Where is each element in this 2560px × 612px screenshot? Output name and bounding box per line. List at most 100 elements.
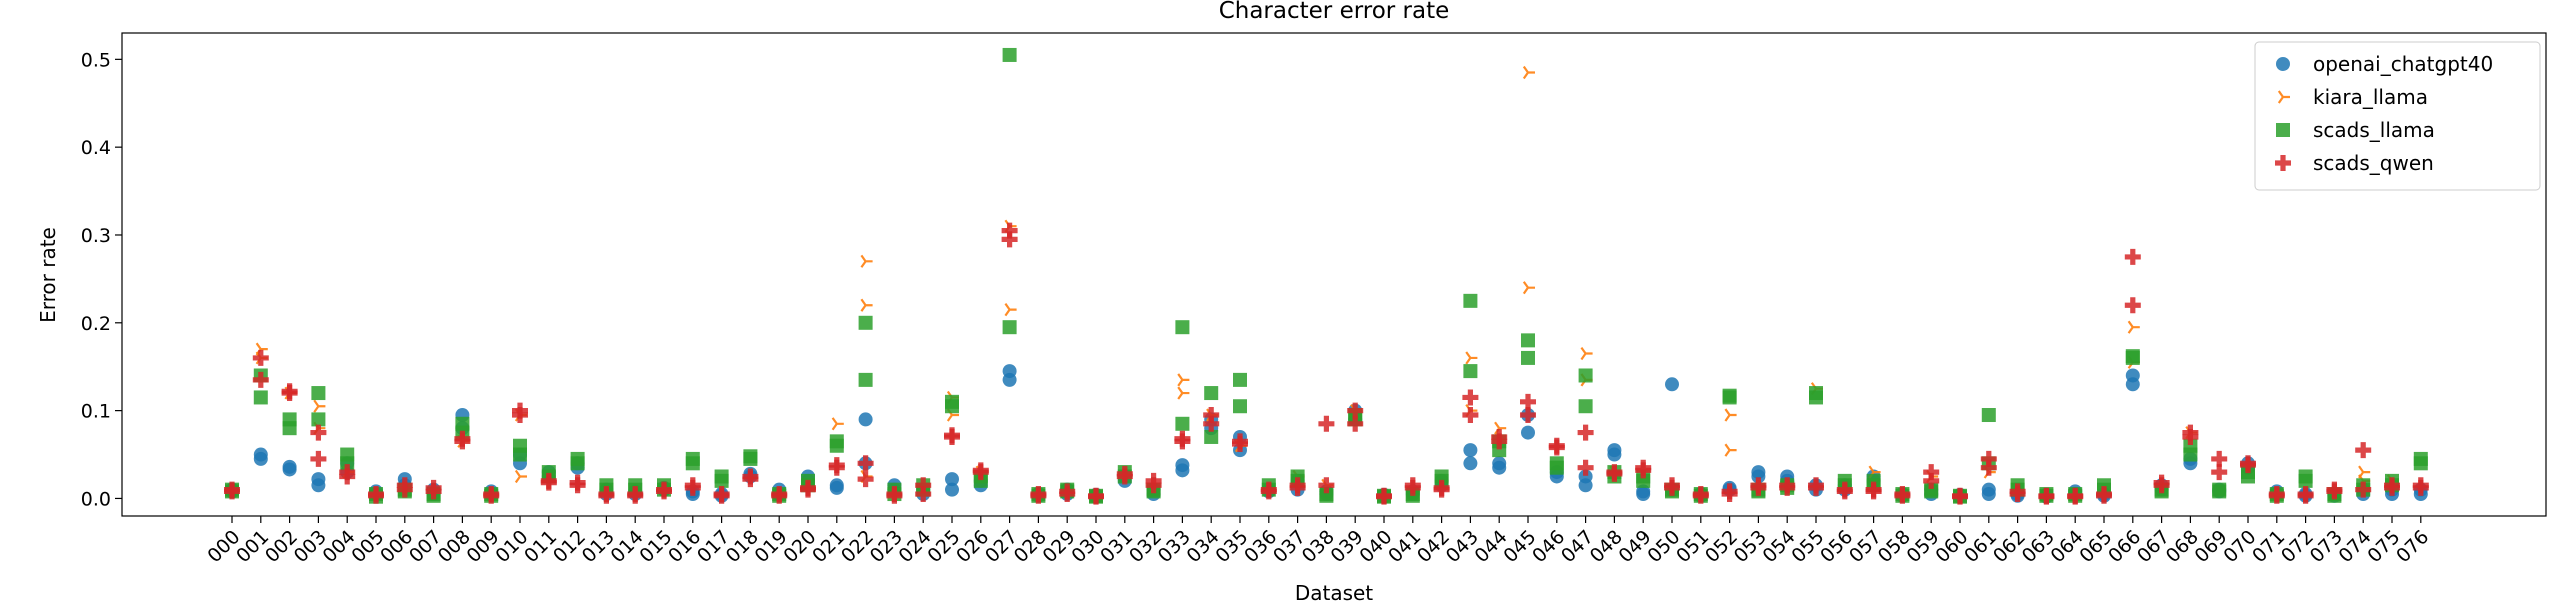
data-point xyxy=(1980,450,1997,467)
data-point xyxy=(540,474,557,491)
data-point xyxy=(1145,477,1162,494)
data-point xyxy=(2127,320,2140,334)
data-point xyxy=(857,455,874,472)
data-point xyxy=(1116,465,1133,482)
data-point xyxy=(1491,428,1508,445)
data-point xyxy=(1318,477,1335,494)
y-tick-label: 0.0 xyxy=(81,488,111,510)
legend-entry: scads_qwen xyxy=(2313,151,2434,175)
data-point xyxy=(1002,364,1017,379)
data-point xyxy=(1088,487,1104,504)
data-point xyxy=(857,471,874,488)
data-point xyxy=(2326,483,2343,500)
data-point xyxy=(2038,488,2055,505)
data-point xyxy=(1808,479,1824,496)
data-point xyxy=(2355,481,2372,498)
legend-entry: scads_llama xyxy=(2313,118,2435,142)
data-point xyxy=(1059,483,1076,500)
data-point xyxy=(1549,460,1564,475)
data-point xyxy=(829,478,844,493)
data-point xyxy=(2412,479,2429,496)
y-tick-label: 0.1 xyxy=(81,401,111,423)
data-point xyxy=(945,472,959,487)
data-point xyxy=(2124,297,2141,314)
x-axis-label: Dataset xyxy=(1295,581,1373,605)
data-point xyxy=(1203,415,1220,432)
data-point xyxy=(1578,469,1593,484)
data-point xyxy=(1175,320,1190,335)
data-point xyxy=(1177,373,1190,387)
data-point xyxy=(1607,443,1622,458)
data-point xyxy=(1318,415,1335,432)
data-point xyxy=(1175,458,1190,473)
data-point xyxy=(944,427,960,444)
data-point xyxy=(1521,333,1535,348)
legend-entry: kiara_llama xyxy=(2313,85,2428,109)
data-point xyxy=(860,254,873,268)
data-point xyxy=(886,487,903,504)
data-point xyxy=(685,456,700,471)
data-point xyxy=(973,473,988,488)
data-point xyxy=(1520,393,1536,410)
chart-title: Character error rate xyxy=(1219,0,1450,24)
data-point xyxy=(1233,399,1247,414)
data-point xyxy=(311,386,326,401)
data-point xyxy=(1462,389,1479,406)
y-axis-label: Error rate xyxy=(36,227,60,323)
data-point xyxy=(425,483,442,500)
data-point xyxy=(1836,483,1853,500)
legend-marker xyxy=(2276,57,2290,71)
data-point xyxy=(1002,47,1017,62)
data-point xyxy=(945,394,959,409)
data-point xyxy=(831,417,844,431)
data-point xyxy=(1002,320,1017,335)
data-point xyxy=(858,412,873,427)
data-point xyxy=(828,457,845,474)
data-point xyxy=(1376,487,1392,504)
data-point xyxy=(1577,459,1594,476)
data-point xyxy=(1750,479,1767,496)
data-point xyxy=(253,390,268,405)
data-point xyxy=(340,456,355,471)
data-point xyxy=(1492,443,1507,458)
data-point xyxy=(1981,487,1996,502)
data-point xyxy=(1692,487,1709,504)
data-point xyxy=(281,383,298,400)
data-point xyxy=(1463,456,1478,471)
data-point xyxy=(858,315,873,330)
data-point xyxy=(1521,425,1535,440)
data-point xyxy=(252,349,269,366)
data-point xyxy=(2182,428,2199,445)
data-point xyxy=(2241,469,2255,484)
data-point xyxy=(1260,483,1277,500)
data-point xyxy=(1636,473,1651,488)
data-point xyxy=(1204,386,1219,401)
data-point xyxy=(915,486,932,503)
data-point xyxy=(800,479,816,496)
legend-entry: openai_chatgpt40 xyxy=(2313,52,2493,76)
data-point xyxy=(454,430,471,447)
data-point xyxy=(713,486,730,503)
data-point xyxy=(1319,488,1334,503)
data-point xyxy=(1722,388,1737,403)
data-point xyxy=(2240,457,2256,474)
data-point xyxy=(1635,462,1652,479)
y-tick-label: 0.3 xyxy=(81,225,111,247)
data-point xyxy=(1924,484,1939,499)
data-point xyxy=(2211,450,2228,467)
data-point xyxy=(2211,464,2228,481)
data-point xyxy=(1347,415,1364,432)
data-point xyxy=(1865,483,1882,500)
data-point xyxy=(972,462,989,479)
data-point xyxy=(570,456,585,471)
data-point xyxy=(1809,390,1823,405)
data-point xyxy=(252,371,269,388)
data-point xyxy=(1001,231,1018,248)
data-point xyxy=(512,402,528,419)
data-point xyxy=(2125,368,2140,383)
data-point xyxy=(915,477,932,494)
data-point xyxy=(742,471,759,488)
data-point xyxy=(2183,447,2198,462)
data-point xyxy=(1923,464,1940,481)
